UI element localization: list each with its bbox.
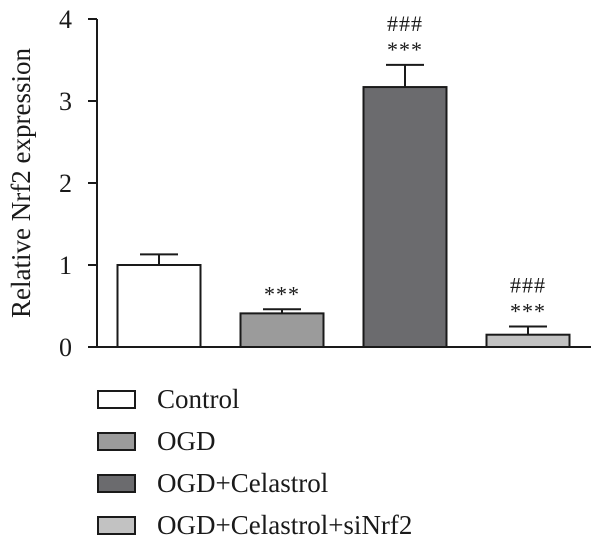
significance-label: *** <box>264 281 300 306</box>
y-axis: 0 1 2 3 4 <box>59 5 98 362</box>
legend-swatch <box>97 390 136 409</box>
bar <box>362 86 448 348</box>
y-axis-label: Relative Nrf2 expression <box>6 48 36 318</box>
legend-label: OGD+Celastrol <box>157 468 328 498</box>
y-tick-label: 3 <box>59 87 72 116</box>
y-tick-label: 0 <box>59 333 72 362</box>
legend-swatch <box>97 516 136 535</box>
legend-swatch <box>97 432 136 451</box>
significance-label: ### <box>510 273 546 298</box>
legend-label: OGD <box>157 426 216 456</box>
y-tick-label: 2 <box>59 169 72 198</box>
bar <box>116 264 202 348</box>
significance-label: *** <box>387 37 423 62</box>
bars: ***###***###*** <box>116 11 571 349</box>
legend-label: OGD+Celastrol+siNrf2 <box>157 510 412 540</box>
bar <box>239 312 325 349</box>
legend-label: Control <box>157 384 240 414</box>
legend-swatch <box>97 474 136 493</box>
y-tick-label: 1 <box>59 251 72 280</box>
y-tick-label: 4 <box>59 5 72 34</box>
significance-label: *** <box>510 299 546 324</box>
significance-label: ### <box>387 11 423 36</box>
bar <box>485 333 571 349</box>
legend: Control OGD OGD+Celastrol OGD+Celastrol+siN… <box>97 384 412 540</box>
